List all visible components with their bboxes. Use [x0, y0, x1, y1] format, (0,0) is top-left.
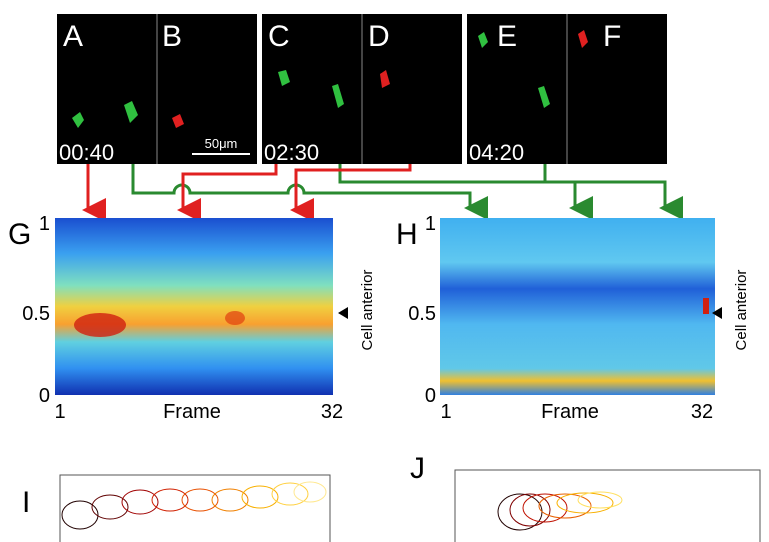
y-tick-label: 0	[39, 385, 50, 407]
side-label: Cell anterior	[733, 270, 750, 351]
panel-letter: H	[396, 218, 418, 251]
hotspot	[703, 298, 709, 314]
x-tick-label: 1	[54, 401, 65, 423]
panel-letter: A	[63, 20, 83, 53]
arrow-red	[183, 164, 276, 210]
marker	[338, 307, 348, 319]
timestamp: 00:40	[59, 140, 114, 165]
hotspot	[74, 313, 126, 337]
timestamp: 04:20	[469, 140, 524, 165]
panel-letter: I	[22, 486, 30, 519]
heatmap-h: H 1 0.5 0 1 Frame 32 Cell anterior	[396, 213, 750, 423]
panel-letter: B	[162, 20, 182, 53]
timestamp: 02:30	[264, 140, 319, 165]
heatmap-g: G 1 0.5 0 1 Frame 32 Cell anterior	[8, 213, 376, 423]
panel-letter: E	[497, 20, 517, 53]
heatmap	[55, 218, 333, 395]
x-tick-label: 1	[440, 401, 451, 423]
panel-letter: J	[410, 452, 425, 485]
panel-letter: G	[8, 218, 31, 251]
hotspot	[225, 311, 245, 325]
contours	[62, 482, 326, 529]
micrographs: 50μm A B C D E F 00:40 02:30 04:20	[57, 14, 667, 165]
x-axis-label: Frame	[541, 401, 599, 423]
y-tick-label: 1	[39, 213, 50, 235]
arrow-green	[545, 164, 665, 208]
heatmap	[440, 218, 715, 395]
panel-letter: D	[368, 20, 390, 53]
x-axis-label: Frame	[163, 401, 221, 423]
scale-label: 50μm	[205, 136, 238, 151]
figure: 50μm A B C D E F 00:40 02:30 04:20 G 1 0…	[0, 0, 769, 542]
contours	[498, 492, 622, 530]
contour-j: J	[410, 452, 760, 542]
y-tick-label: 0	[425, 385, 436, 407]
plot-frame	[455, 470, 760, 542]
x-tick-label: 32	[321, 401, 343, 423]
y-tick-label: 0.5	[22, 303, 50, 325]
side-label: Cell anterior	[359, 270, 376, 351]
arrows	[88, 164, 665, 210]
x-tick-label: 32	[691, 401, 713, 423]
panel-letter: C	[268, 20, 290, 53]
plot-frame	[60, 475, 330, 542]
arrow-red	[296, 164, 410, 210]
y-tick-label: 1	[425, 213, 436, 235]
y-tick-label: 0.5	[408, 303, 436, 325]
contour-i: I	[22, 475, 330, 542]
panel-letter: F	[603, 20, 621, 53]
